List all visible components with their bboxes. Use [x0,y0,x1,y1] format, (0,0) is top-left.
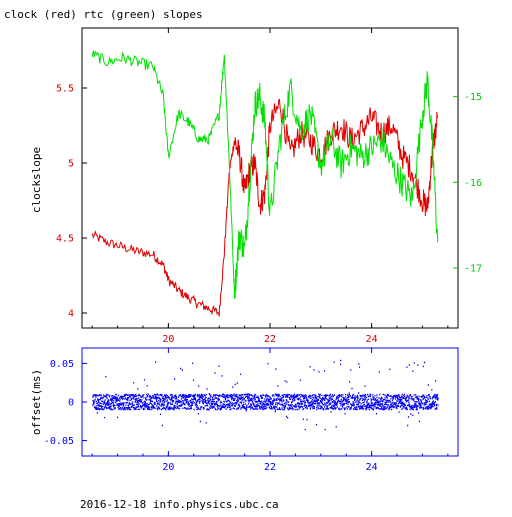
bottom-xtick-label: 22 [264,462,276,473]
bottom-xtick-label: 20 [162,462,174,473]
bottom-ytick-label: -0.05 [44,436,74,447]
bottom-ylabel: offset(ms) [30,369,43,435]
bottom-ytick-label: 0.05 [50,359,74,370]
chart-title: clock (red) rtc (green) slopes [4,8,203,21]
top-xtick-label: 22 [264,334,276,345]
offset-points [92,359,439,431]
rtc-slope-line [91,50,439,299]
bottom-ytick-label: 0 [68,398,74,409]
offset-plot: 20 22 24 -0.05 0 0.05 offset(ms) [30,347,459,473]
top-ytick-label: 5.5 [56,84,74,95]
slope-plot: 20 22 24 4 4.5 5 5.5 -17 -16 -15 clockslope [30,27,482,345]
top-xtick-label: 20 [162,334,174,345]
top-ytick-label: 4 [68,309,74,320]
top-y2tick-label: -16 [464,178,482,189]
top-y2tick-label: -17 [464,264,482,275]
top-ylabel: clockslope [30,147,43,213]
top-xtick-label: 24 [366,334,378,345]
top-ytick-label: 4.5 [56,234,74,245]
clock-slope-line [91,98,439,317]
bottom-xtick-label: 24 [366,462,378,473]
top-y2tick-label: -15 [464,92,482,103]
footer-text: 2016-12-18 info.physics.ubc.ca [80,498,279,511]
top-ytick-label: 5 [68,159,74,170]
